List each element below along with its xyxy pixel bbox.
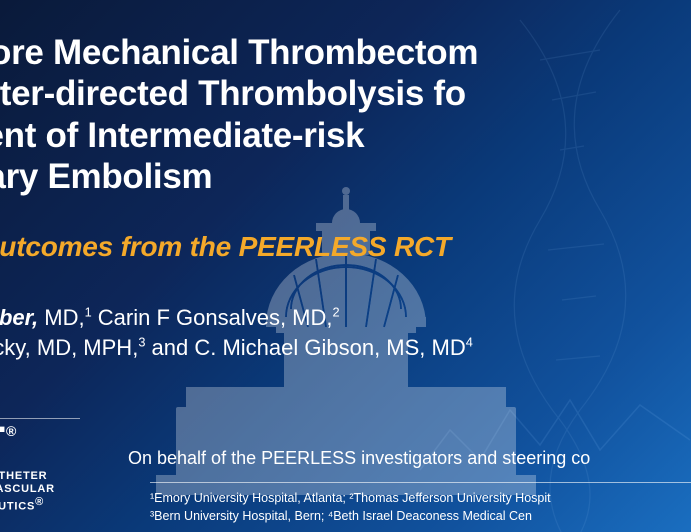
brand-tag-reg: ® xyxy=(35,496,44,508)
slide-title: rge-bore Mechanical Thrombectom Catheter… xyxy=(0,32,671,197)
author-4: and C. Michael Gibson, MS, MD xyxy=(145,335,465,360)
title-line-4: lmonary Embolism xyxy=(0,157,212,196)
brand-divider xyxy=(0,418,80,419)
affil-line-1: ¹Emory University Hospital, Atlanta; ²Th… xyxy=(150,491,551,505)
lead-author-sup: 1 xyxy=(85,305,92,320)
brand-tct-reg: ® xyxy=(6,425,17,438)
author-2-sup: 2 xyxy=(333,305,340,320)
brand-tag-1: TRANSCATHETER xyxy=(0,470,47,482)
slide-subtitle: mary Outcomes from the PEERLESS RCT xyxy=(0,231,671,263)
title-line-1: rge-bore Mechanical Thrombectom xyxy=(0,33,478,72)
brand-crf: RF® xyxy=(0,391,160,414)
on-behalf-text: On behalf of the PEERLESS investigators … xyxy=(128,448,691,469)
author-4-sup: 4 xyxy=(466,335,473,350)
affiliations: ¹Emory University Hospital, Atlanta; ²Th… xyxy=(150,482,691,525)
lead-author-degree: MD, xyxy=(38,305,84,330)
subtitle-text: mary Outcomes from the PEERLESS RCT xyxy=(0,231,451,262)
title-line-3: eatment of Intermediate-risk xyxy=(0,116,364,155)
brand-tagline: TRANSCATHETER CARDIOVASCULAR THERAPEUTIC… xyxy=(0,470,160,514)
conference-brand: RF® CT® TRANSCATHETER CARDIOVASCULAR THE… xyxy=(0,391,160,514)
author-3: an Stortecky, MD, MPH, xyxy=(0,335,138,360)
title-line-2: Catheter-directed Thrombolysis fo xyxy=(0,74,466,113)
slide-text-content: rge-bore Mechanical Thrombectom Catheter… xyxy=(0,32,691,363)
brand-tag-2: CARDIOVASCULAR xyxy=(0,483,55,495)
author-list: sam A Jaber, MD,1 Carin F Gonsalves, MD,… xyxy=(0,303,671,362)
lead-author-name: sam A Jaber, xyxy=(0,305,38,330)
brand-tag-3: THERAPEUTICS xyxy=(0,501,35,513)
presentation-slide: rge-bore Mechanical Thrombectom Catheter… xyxy=(0,0,691,532)
author-2: Carin F Gonsalves, MD, xyxy=(92,305,333,330)
affil-line-2: ³Bern University Hospital, Bern; ⁴Beth I… xyxy=(150,509,532,523)
brand-tct: CT® xyxy=(0,423,160,466)
